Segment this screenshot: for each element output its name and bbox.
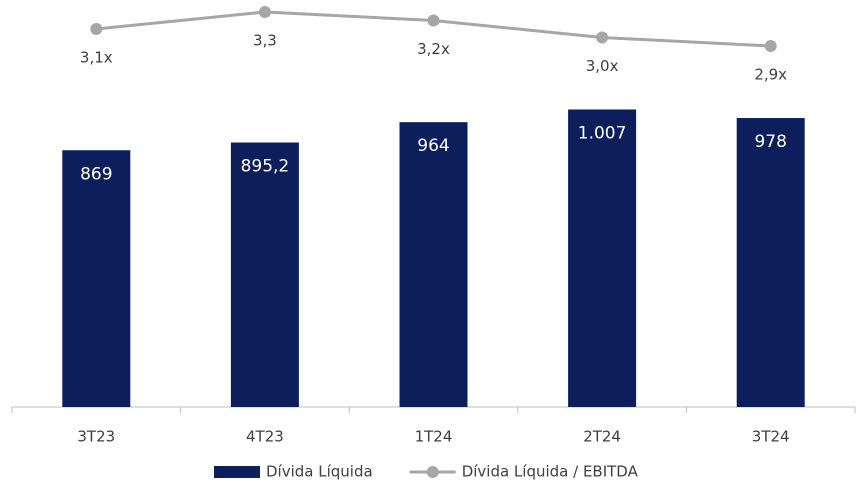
bar-label: 1.007 <box>578 123 627 143</box>
line-label: 3,1x <box>80 49 113 67</box>
bar <box>568 109 637 408</box>
line-label: 2,9x <box>754 66 787 84</box>
x-tick-label: 1T24 <box>415 428 453 446</box>
bar-label: 964 <box>417 136 449 156</box>
line-label: 3,2x <box>417 40 450 58</box>
legend-swatch <box>214 466 260 478</box>
line-point <box>427 14 440 27</box>
line-point <box>764 40 777 52</box>
legend-swatch <box>426 466 439 478</box>
bar-label: 978 <box>754 132 786 152</box>
bar <box>230 142 299 407</box>
x-tick-label: 2T24 <box>583 428 621 446</box>
legend-label: Dívida Líquida / EBITDA <box>462 463 639 481</box>
line-point <box>258 6 271 18</box>
bar <box>62 150 131 407</box>
bar-label: 869 <box>80 164 112 184</box>
bar <box>399 122 468 407</box>
line-label: 3,0x <box>586 57 619 75</box>
line-point <box>90 23 103 35</box>
x-tick-label: 4T23 <box>246 428 284 446</box>
line-label: 3,3 <box>253 32 277 50</box>
x-tick-label: 3T23 <box>77 428 115 446</box>
legend-label: Dívida Líquida <box>266 463 373 481</box>
bar <box>736 118 805 407</box>
x-tick-label: 3T24 <box>752 428 790 446</box>
line-point <box>596 31 609 44</box>
bar-label: 895,2 <box>241 157 290 177</box>
